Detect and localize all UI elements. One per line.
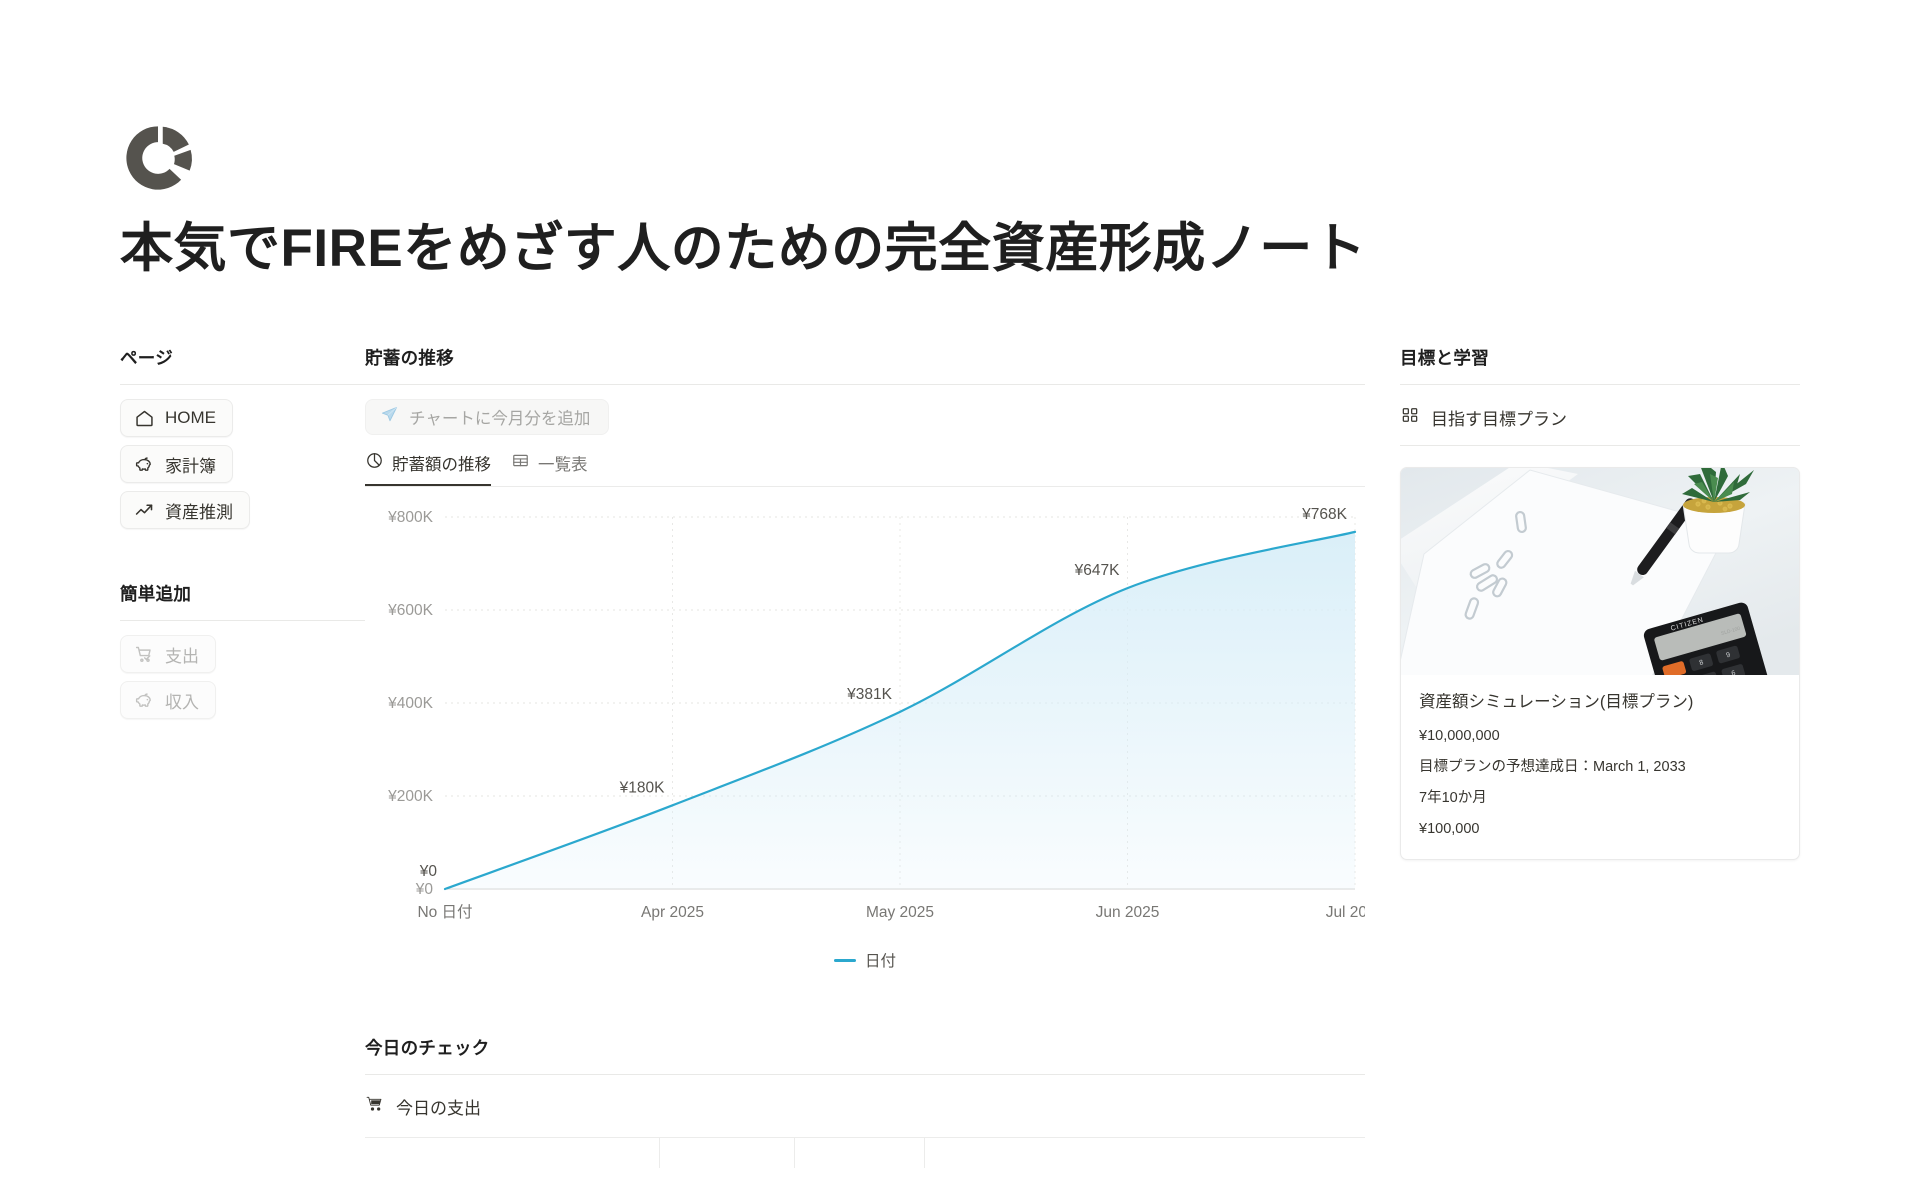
svg-text:¥0: ¥0 xyxy=(415,881,434,898)
today-expense-label: 今日の支出 xyxy=(396,1098,481,1118)
quick-add-label: 収入 xyxy=(165,692,199,712)
page-title: 本気でFIREをめざす人のための完全資産形成ノート xyxy=(120,219,1367,278)
savings-area-chart: ¥0 ¥200K ¥400K ¥600K ¥800K No 日付 Apr 2025 May 2… xyxy=(387,506,1365,921)
quick-add-income-button[interactable]: 収入 xyxy=(120,681,216,719)
svg-text:¥400K: ¥400K xyxy=(387,695,433,712)
table-column xyxy=(795,1138,925,1168)
card-line-target-date: 目標プランの予想達成日：March 1, 2033 xyxy=(1419,759,1686,776)
add-month-label: チャートに今月分を追加 xyxy=(409,410,591,428)
quick-add-expense-button[interactable]: 支出 xyxy=(120,635,216,673)
sidebar-pages-list: HOME 家計簿 xyxy=(120,399,365,529)
table-icon xyxy=(511,451,530,475)
svg-text:May 2025: May 2025 xyxy=(866,904,934,921)
goal-plan-link[interactable]: 目指す目標プラン xyxy=(1400,399,1800,435)
quick-add-label: 支出 xyxy=(165,646,199,666)
today-expense-table[interactable] xyxy=(365,1137,1365,1168)
goals-sidebar: 目標と学習 目指す目標プラン xyxy=(1400,345,1800,1167)
gallery-grid-icon xyxy=(1400,405,1420,430)
table-column xyxy=(660,1138,795,1168)
svg-text:¥0: ¥0 xyxy=(419,863,438,880)
svg-text:¥647K: ¥647K xyxy=(1074,562,1120,579)
pie-chart-icon xyxy=(365,451,384,475)
svg-text:¥200K: ¥200K xyxy=(387,788,433,805)
simulation-card[interactable]: CITIZEN SLD-100 xyxy=(1400,467,1800,860)
add-month-to-chart-button[interactable]: チャートに今月分を追加 xyxy=(365,399,610,435)
goal-plan-label: 目指す目標プラン xyxy=(1431,409,1567,429)
savings-heading: 貯蓄の推移 xyxy=(365,348,454,368)
donut-chart-logo xyxy=(126,126,192,190)
svg-text:¥180K: ¥180K xyxy=(619,779,665,796)
sidebar-item-label: 資産推測 xyxy=(165,502,233,522)
svg-text:¥381K: ¥381K xyxy=(846,686,892,703)
goals-heading: 目標と学習 xyxy=(1400,348,1489,368)
today-check-heading: 今日のチェック xyxy=(365,1038,490,1058)
table-column xyxy=(365,1138,660,1168)
svg-text:¥600K: ¥600K xyxy=(387,602,433,619)
card-line-amount: ¥10,000,000 xyxy=(1419,728,1500,745)
main-content: 貯蓄の推移 チャートに今月分を追加 xyxy=(365,345,1365,1168)
desk-photo: CITIZEN SLD-100 xyxy=(1401,468,1799,675)
svg-text:Jul 2025: Jul 2025 xyxy=(1326,904,1365,921)
sidebar-item-asset-forecast[interactable]: 資産推測 xyxy=(120,491,250,529)
main-columns: ページ HOME xyxy=(120,345,1800,1168)
chart-legend: 日付 xyxy=(365,949,1365,971)
svg-text:SLD-100: SLD-100 xyxy=(1720,626,1741,637)
divider xyxy=(365,1074,1365,1075)
quick-add-heading: 簡単追加 xyxy=(120,584,192,604)
sidebar-item-household-book[interactable]: 家計簿 xyxy=(120,445,233,483)
legend-label: 日付 xyxy=(864,953,896,970)
today-check-section: 今日のチェック 今日の支出 xyxy=(365,1035,1365,1168)
tab-label: 一覧表 xyxy=(538,455,588,474)
send-icon xyxy=(380,405,399,429)
shopping-cart-icon xyxy=(365,1094,385,1119)
svg-text:8: 8 xyxy=(1699,659,1705,667)
svg-text:¥800K: ¥800K xyxy=(387,509,433,526)
legend-color-swatch xyxy=(833,958,856,962)
tab-label: 貯蓄額の推移 xyxy=(392,455,491,474)
svg-text:9: 9 xyxy=(1726,652,1732,660)
sidebar-item-label: HOME xyxy=(165,408,216,427)
cart-check-icon xyxy=(134,644,155,665)
card-body: 資産額シミュレーション(目標プラン) ¥10,000,000 目標プランの予想達… xyxy=(1401,675,1799,859)
divider xyxy=(1400,384,1800,385)
quick-add-list: 支出 収入 xyxy=(120,635,365,719)
sidebar-item-home[interactable]: HOME xyxy=(120,399,233,437)
card-line-duration: 7年10か月 xyxy=(1419,790,1487,807)
savings-chart[interactable]: ¥0 ¥200K ¥400K ¥600K ¥800K No 日付 Apr 2025 May 2… xyxy=(365,499,1365,979)
svg-text:¥768K: ¥768K xyxy=(1301,506,1347,523)
piggy-bank-icon xyxy=(134,690,155,711)
quick-add-section: 簡単追加 支出 xyxy=(120,581,365,719)
card-title: 資産額シミュレーション(目標プラン) xyxy=(1419,693,1694,711)
svg-text:Jun 2025: Jun 2025 xyxy=(1096,904,1160,921)
divider xyxy=(120,620,365,621)
page-header: 本気でFIREをめざす人のための完全資産形成ノート xyxy=(120,120,1820,281)
sidebar-pages-heading: ページ xyxy=(120,348,174,368)
divider xyxy=(120,384,365,385)
piggy-bank-icon xyxy=(134,454,155,475)
svg-text:Apr 2025: Apr 2025 xyxy=(641,904,704,921)
table-column xyxy=(925,1138,1365,1168)
home-icon xyxy=(134,408,155,429)
sidebar: ページ HOME xyxy=(120,345,365,1167)
svg-text:No 日付: No 日付 xyxy=(417,903,472,921)
divider xyxy=(1400,445,1800,446)
trending-up-icon xyxy=(134,500,155,521)
sidebar-item-label: 家計簿 xyxy=(165,456,216,476)
card-line-monthly: ¥100,000 xyxy=(1419,820,1480,837)
divider xyxy=(365,384,1365,385)
chart-tabs: 貯蓄額の推移 一覧表 xyxy=(365,449,1365,487)
today-expense-row[interactable]: 今日の支出 xyxy=(365,1089,1365,1123)
tab-savings-trend[interactable]: 貯蓄額の推移 xyxy=(365,448,491,486)
svg-text:6: 6 xyxy=(1731,670,1737,675)
tab-table-view[interactable]: 一覧表 xyxy=(511,448,588,486)
